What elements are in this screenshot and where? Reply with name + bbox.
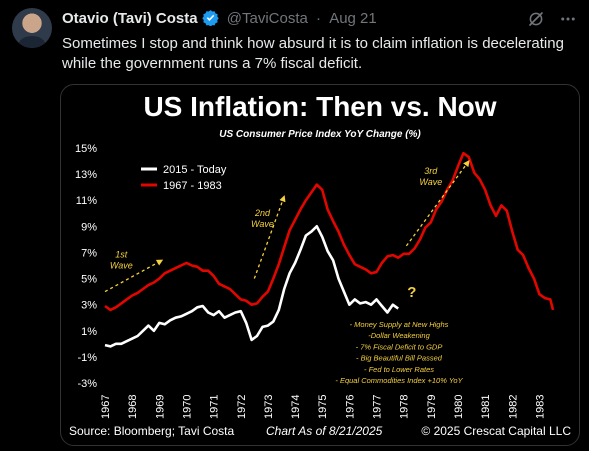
wave-arrow <box>104 259 164 293</box>
chart-title: US Inflation: Then vs. Now <box>143 91 497 122</box>
tweet-date[interactable]: Aug 21 <box>329 10 377 27</box>
annotation-label: Wave <box>251 219 274 229</box>
note-line: - Money Supply at New Highs <box>350 320 449 329</box>
y-tick-label: 7% <box>81 247 97 259</box>
author-handle[interactable]: @TaviCosta <box>226 10 308 27</box>
x-tick-label: 1979 <box>426 395 438 419</box>
y-tick-label: 1% <box>81 326 97 338</box>
y-tick-label: 9% <box>81 221 97 233</box>
note-line: - 7% Fiscal Deficit to GDP <box>356 342 443 351</box>
header-separator: · <box>316 10 322 27</box>
x-tick-label: 1974 <box>290 395 302 419</box>
y-tick-label: 13% <box>75 169 97 181</box>
wave-arrow <box>253 195 286 279</box>
x-tick-label: 1967 <box>100 395 112 419</box>
tweet-header: Otavio (Tavi) Costa @TaviCosta · Aug 21 <box>62 9 577 29</box>
x-tick-label: 1980 <box>453 395 465 419</box>
chart-source: Source: Bloomberg; Tavi Costa <box>69 424 235 438</box>
grok-icon[interactable] <box>527 10 545 33</box>
note-line: - Big Beautiful Bill Passed <box>356 354 443 363</box>
x-tick-label: 1978 <box>399 395 411 419</box>
x-tick-label: 1970 <box>181 395 193 419</box>
x-tick-label: 1975 <box>317 395 329 419</box>
legend-label: 1967 - 1983 <box>163 180 222 192</box>
x-tick-label: 1973 <box>263 395 275 419</box>
y-tick-label: 11% <box>76 195 97 207</box>
x-tick-label: 1972 <box>236 395 248 419</box>
more-icon[interactable] <box>559 10 577 33</box>
x-tick-label: 1977 <box>372 395 384 419</box>
note-line: - Fed to Lower Rates <box>364 365 434 374</box>
x-tick-label: 1968 <box>127 395 139 419</box>
chart-copyright: © 2025 Crescat Capital LLC <box>421 424 571 438</box>
chart-subtitle: US Consumer Price Index YoY Change (%) <box>219 129 421 140</box>
y-tick-label: -3% <box>77 378 97 390</box>
author-name[interactable]: Otavio (Tavi) Costa <box>62 10 198 27</box>
y-tick-label: -1% <box>77 352 97 364</box>
inflation-chart: 15% 13% 11% 9% 7% 5% 3% 1% -1% -3%1967 1968 1969 197… <box>75 143 555 419</box>
chart-image[interactable]: US Inflation: Then vs. Now US Consumer P… <box>60 84 580 446</box>
x-tick-label: 1976 <box>344 395 356 419</box>
y-tick-label: 15% <box>75 143 97 155</box>
verified-badge-icon <box>201 9 219 30</box>
x-tick-label: 1981 <box>480 395 492 419</box>
series-line <box>104 225 399 348</box>
series-line <box>104 151 555 312</box>
annotation-label: 2nd <box>254 208 271 218</box>
note-line: -Dollar Weakening <box>368 331 430 340</box>
header-actions <box>527 10 577 33</box>
x-tick-label: 1971 <box>209 395 221 419</box>
x-tick-label: 1983 <box>534 395 546 419</box>
y-tick-label: 3% <box>81 300 97 312</box>
wave-arrow <box>405 160 470 247</box>
tweet-text: Sometimes I stop and think how absurd it… <box>62 35 564 72</box>
author-avatar[interactable] <box>12 8 52 48</box>
annotation-label: Wave <box>110 261 133 271</box>
annotation-label: Wave <box>419 177 442 187</box>
legend-label: 2015 - Today <box>163 164 227 176</box>
x-tick-label: 1982 <box>507 395 519 419</box>
annotation-label: ? <box>407 284 416 301</box>
x-tick-label: 1969 <box>154 395 166 419</box>
y-tick-label: 5% <box>81 274 97 286</box>
annotation-label: 1st <box>115 250 128 260</box>
note-line: - Equal Commodities Index +10% YoY <box>335 376 463 385</box>
annotation-label: 3rd <box>424 166 438 176</box>
chart-as-of: Chart As of 8/21/2025 <box>266 424 383 438</box>
